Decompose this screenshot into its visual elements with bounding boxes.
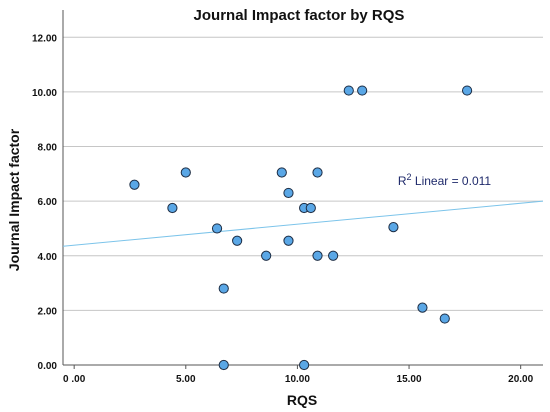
grid-layer (63, 36, 543, 366)
x-tick-label: 15.00 (397, 374, 422, 385)
data-point (218, 359, 229, 371)
x-tick-label: 10.00 (285, 374, 310, 385)
data-point (357, 85, 368, 96)
data-point (461, 85, 473, 96)
data-point (343, 85, 354, 96)
linear-fit-line (62, 200, 544, 247)
y-axis-title: Journal Impact factor (6, 128, 22, 271)
x-tick-label: 20.00 (508, 374, 533, 385)
y-tick-label: 12.00 (32, 33, 57, 44)
x-axis-title: RQS (287, 392, 317, 408)
data-point (312, 250, 323, 261)
chart-title: Journal Impact factor by RQS (194, 7, 405, 24)
r-squared-r: R (398, 174, 407, 188)
x-tick-label: 0 .00 (63, 374, 86, 385)
data-point (261, 250, 272, 261)
r-squared-annotation: R2 Linear = 0.011 (398, 172, 492, 188)
data-point (299, 359, 310, 371)
tick-layer: 0.00 2.00 4.00 6.00 8.00 10.00 12.00 0 .00 5.00 1… (32, 33, 534, 385)
data-point (388, 221, 399, 233)
data-point (305, 202, 316, 214)
data-point (167, 202, 178, 214)
data-point (218, 283, 229, 294)
data-point (276, 167, 287, 178)
y-tick-label: 6.00 (38, 197, 58, 208)
y-tick-label: 2.00 (38, 306, 58, 317)
data-point (211, 223, 223, 234)
data-point (232, 235, 243, 246)
r-squared-value: Linear = 0.011 (412, 174, 492, 188)
x-tick-label: 5.00 (176, 374, 196, 385)
data-point (328, 250, 339, 261)
data-point (417, 302, 428, 313)
y-tick-label: 8.00 (38, 143, 58, 154)
y-tick-label: 4.00 (38, 252, 58, 263)
data-point (283, 187, 294, 199)
data-point (180, 167, 191, 178)
data-point (312, 167, 323, 178)
data-point (283, 235, 294, 246)
point-layer (129, 85, 473, 371)
y-tick-label: 10.00 (32, 88, 57, 99)
y-tick-label: 0.00 (38, 361, 58, 372)
fit-line-layer (62, 200, 544, 247)
data-point (439, 313, 450, 324)
r-squared-superscript: 2 (407, 172, 412, 182)
data-point (129, 179, 140, 190)
